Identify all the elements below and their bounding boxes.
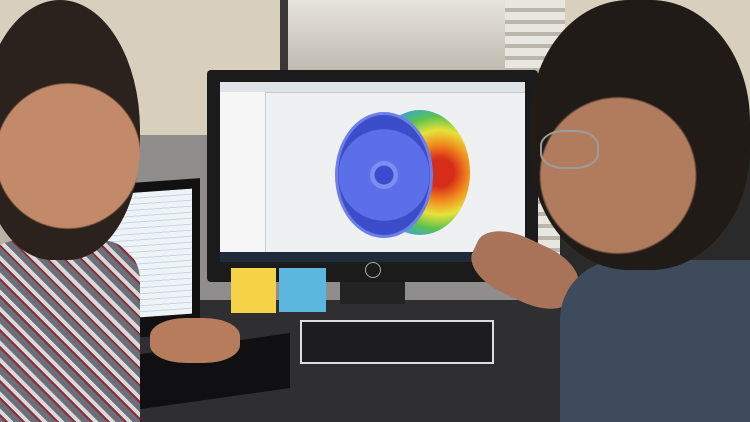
person-left-shirt: [0, 240, 140, 422]
model-tree-panel: [220, 92, 266, 252]
monitor-stand: [340, 282, 405, 304]
sticky-note-yellow: [231, 268, 276, 313]
sticky-note-blue: [279, 268, 326, 312]
glasses: [540, 130, 599, 169]
taskbar: [220, 252, 525, 262]
monitor: [207, 70, 538, 282]
person-left-hand: [150, 318, 240, 363]
hp-logo: [365, 262, 381, 278]
person-left-head: [0, 0, 140, 260]
person-right-vest: [560, 260, 750, 422]
keyboard-box: [300, 320, 494, 364]
person-right-head: [530, 0, 750, 270]
window: [280, 0, 526, 72]
toolbar: [220, 82, 525, 93]
wheel-rim-model: [335, 112, 433, 238]
cad-screen: [220, 82, 525, 262]
